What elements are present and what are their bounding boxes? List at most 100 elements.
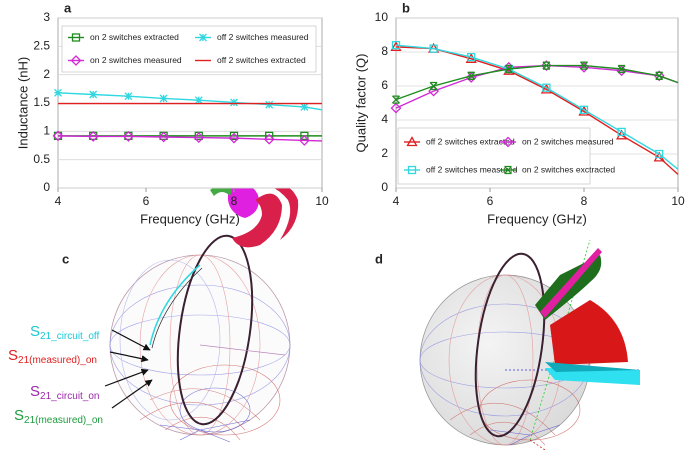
marker	[406, 136, 418, 147]
marker	[580, 61, 588, 70]
legend-label: on 2 switches extracted	[90, 32, 179, 42]
annotation: S21(measured)_on	[8, 347, 97, 366]
annotation-main: S	[14, 407, 24, 424]
series-line	[395, 44, 679, 170]
marker	[71, 33, 81, 42]
x-tick-label: 6	[143, 194, 150, 208]
panel-label: b	[402, 0, 410, 15]
marker	[199, 33, 207, 42]
marker	[429, 81, 438, 91]
annotation: S21(measured)_on	[14, 407, 103, 426]
marker	[542, 61, 551, 70]
marker	[229, 131, 239, 141]
x-axis-label: Frequency (GHz)	[140, 211, 240, 226]
y-tick-label: 8	[381, 44, 388, 58]
marker	[228, 132, 240, 144]
marker	[70, 55, 82, 66]
legend-box	[61, 25, 317, 73]
marker	[504, 165, 512, 175]
marker	[89, 90, 98, 99]
annotation-arrow	[104, 368, 149, 387]
x-tick-label: 6	[487, 194, 494, 208]
y-tick-label: 10	[375, 10, 389, 24]
y-axis-label: Inductance (nH)	[15, 57, 30, 150]
marker	[391, 41, 401, 50]
legend-label: on 2 switches measured	[90, 55, 182, 65]
marker	[467, 52, 476, 62]
panel-label: d	[375, 251, 383, 266]
smith-sphere-d	[419, 239, 640, 450]
annotation-main: S	[30, 323, 40, 340]
marker	[392, 95, 400, 104]
marker	[193, 132, 205, 143]
annotation: S21_circuit_on	[30, 383, 100, 402]
marker	[407, 165, 417, 175]
legend-label: off 2 switches extracted	[217, 55, 306, 65]
x-tick-label: 4	[55, 194, 62, 208]
legend-label: off 2 switches extracted	[426, 136, 515, 146]
x-tick-label: 10	[671, 194, 685, 208]
marker	[579, 105, 589, 114]
legend-box	[397, 127, 591, 185]
legend-label: off 2 switches measured	[217, 32, 309, 42]
marker	[52, 130, 64, 142]
x-tick-label: 4	[393, 194, 400, 208]
annotation: S21_circuit_off	[30, 323, 100, 342]
panel-label: c	[62, 251, 69, 266]
y-tick-label: 1.5	[33, 95, 50, 109]
y-tick-label: 6	[381, 78, 388, 92]
x-tick-label: 8	[581, 194, 588, 208]
marker	[540, 60, 552, 72]
marker	[655, 149, 664, 159]
y-tick-label: 2.5	[33, 39, 50, 53]
marker	[300, 131, 309, 141]
legend-label: on 2 switches exctracted	[522, 164, 615, 174]
marker	[124, 92, 133, 101]
marker	[159, 94, 168, 103]
marker	[617, 64, 626, 74]
series-line	[57, 135, 323, 142]
y-tick-label: 0	[43, 180, 50, 194]
y-axis-label: Quality factor (Q)	[353, 54, 368, 153]
annotation-sub: 21_circuit_on	[40, 391, 99, 402]
marker	[502, 136, 514, 148]
marker	[194, 96, 203, 105]
marker	[122, 131, 134, 142]
marker	[390, 41, 402, 52]
marker	[542, 83, 551, 92]
annotation-main: S	[8, 347, 18, 364]
marker	[504, 64, 513, 74]
annotation-arrow	[111, 379, 153, 409]
marker	[230, 98, 238, 107]
y-tick-label: 2	[43, 67, 50, 81]
marker	[429, 44, 438, 53]
y-tick-label: 3	[43, 10, 50, 24]
y-tick-label: 2	[381, 146, 388, 160]
annotation-sub: 21(measured)_on	[24, 415, 103, 426]
marker	[263, 133, 275, 145]
marker	[298, 134, 310, 146]
x-tick-label: 10	[315, 194, 329, 208]
annotation-main: S	[30, 383, 40, 400]
legend-label: on 2 switches measured	[522, 136, 614, 146]
annotation-sub: 21(measured)_on	[18, 355, 97, 366]
marker	[87, 131, 99, 142]
legend-label: off 2 switches measured	[426, 164, 518, 174]
smith-sphere-c	[109, 184, 299, 443]
marker	[158, 131, 170, 143]
marker	[54, 88, 62, 97]
marker	[655, 71, 664, 80]
y-tick-label: 0.5	[33, 152, 50, 166]
marker	[653, 70, 665, 82]
annotation-arrow	[109, 351, 149, 363]
y-tick-label: 0	[381, 180, 388, 194]
y-tick-label: 4	[381, 112, 388, 126]
annotation-arrow	[111, 329, 151, 351]
x-axis-label: Frequency (GHz)	[487, 211, 587, 226]
panel-label: a	[64, 0, 72, 15]
marker	[265, 100, 274, 109]
x-tick-label: 8	[231, 194, 238, 208]
marker	[467, 71, 476, 80]
marker	[390, 102, 402, 114]
